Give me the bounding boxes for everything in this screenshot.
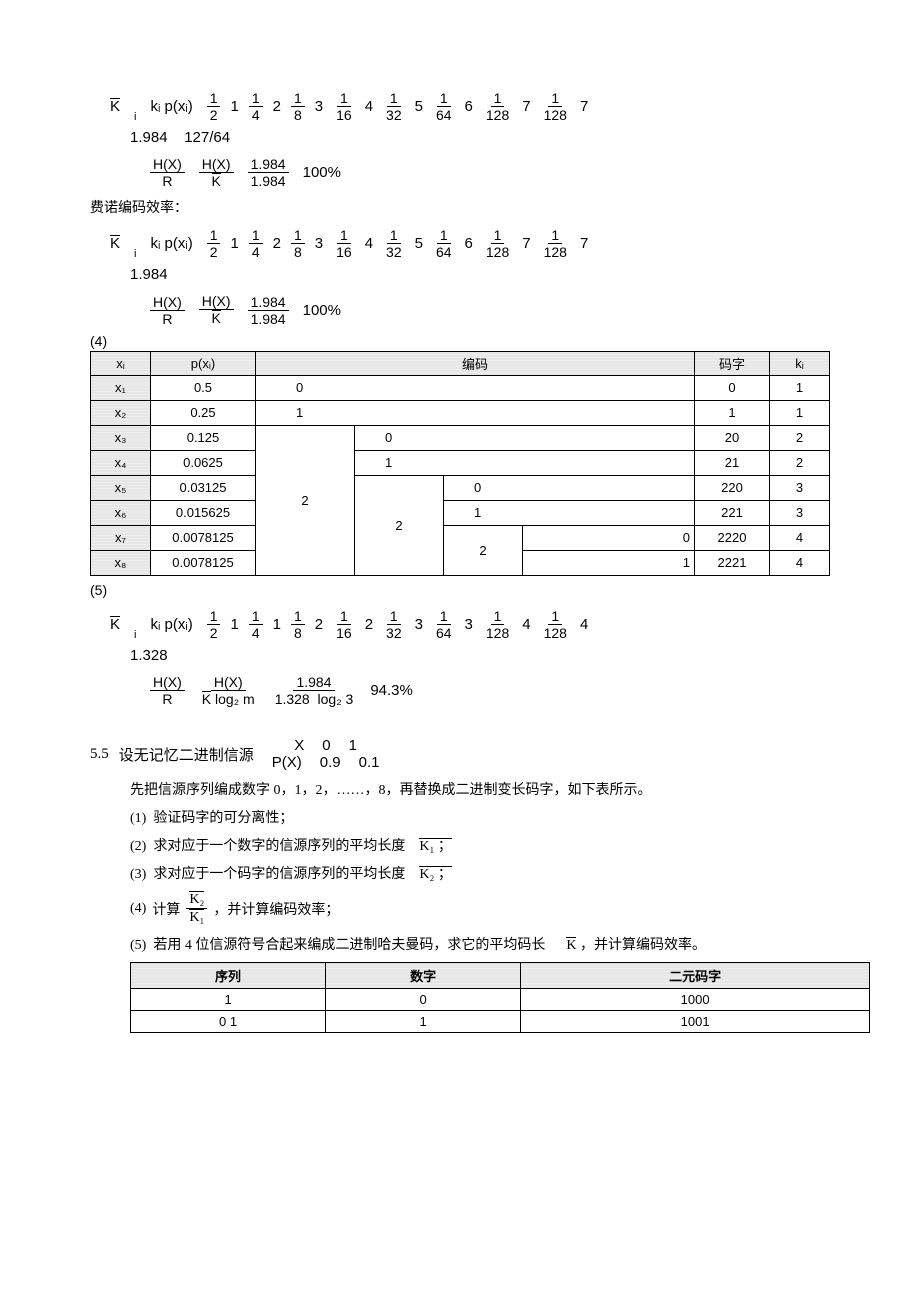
avg-length-eq-2: K i kᵢ p(xᵢ) 121142183116413251646112871… [110, 227, 830, 260]
sub-q-2: (2) 求对应于一个数字的信源序列的平均长度 K₁ ； [130, 835, 830, 855]
q-intro: 先把信源序列编成数字 0，1，2，……，8，再替换成二进制变长码字，如下表所示。 [130, 779, 830, 799]
table-row: x₄ 0.0625 1 21 2 [91, 450, 830, 475]
sub-q-5: (5) 若用 4 位信源符号合起来编成二进制哈夫曼码，求它的平均码长 K ，并计… [130, 934, 830, 954]
fano-label: 费诺编码效率： [90, 197, 830, 217]
table-row: 1 0 1000 [131, 989, 870, 1011]
efficiency-eq-1: H(X)R H(X)K 1.9841.984 100% [150, 156, 830, 189]
section-5-tag: (5) [90, 582, 830, 598]
table-row: 0 1 1 1001 [131, 1011, 870, 1033]
question-5-5: 5.5 设无记忆二进制信源 X01 P(X)0.90.1 先把信源序列编成数字 … [90, 737, 830, 1033]
pct-1: 100% [303, 164, 341, 181]
efficiency-eq-2: H(X)R H(X)K 1.9841.984 100% [150, 293, 830, 326]
sub-q-4: (4) 计算 K₂K₁ ，并计算编码效率； [130, 891, 830, 926]
pct-2: 100% [303, 302, 341, 319]
sub-q-1: (1) 验证码字的可分离性； [130, 807, 830, 827]
result-1: 1.984 [130, 129, 168, 146]
table-row: x₃ 0.125 2 0 20 2 [91, 425, 830, 450]
sum-expr: kᵢ p(xᵢ) [150, 98, 192, 115]
avg-length-eq-3: K i kᵢ p(xᵢ) 121141182116213231643112841… [110, 608, 830, 641]
table-row: x₆ 0.015625 1 221 3 [91, 500, 830, 525]
k-bar: K [110, 98, 120, 116]
code-table-2: 序列 数字 二元码字 1 0 1000 0 1 1 1001 [130, 962, 870, 1033]
pct-3: 94.3% [370, 682, 413, 699]
source-matrix: X01 P(X)0.90.1 [272, 737, 380, 771]
alt-result: 127/64 [184, 129, 230, 146]
terms: 1211421831164132516461128711287 [207, 90, 589, 123]
avg-length-eq-1: K i kᵢ p(xᵢ) 121142183116413251646112871… [110, 90, 830, 123]
coding-table: xᵢ p(xᵢ) 编码 码字 kᵢ x₁ 0.5 0 0 1 x₂ 0.25 1… [90, 351, 830, 576]
table-row: x₁ 0.5 0 0 1 [91, 375, 830, 400]
result-3: 1.328 [130, 647, 168, 664]
efficiency-eq-3: H(X)R H(X)K log₂ m 1.9841.328 log₂ 3 94.… [150, 674, 830, 707]
q-number: 5.5 [90, 746, 109, 763]
table-row: x₇ 0.0078125 2 0 2220 4 [91, 525, 830, 550]
result-2: 1.984 [130, 266, 168, 283]
section-4-tag: (4) [90, 333, 830, 349]
sub-q-3: (3) 求对应于一个码字的信源序列的平均长度 K₂ ； [130, 863, 830, 883]
q-text: 设无记忆二进制信源 [119, 744, 254, 765]
table-row: x₅ 0.03125 2 0 220 3 [91, 475, 830, 500]
table-row: x₂ 0.25 1 1 1 [91, 400, 830, 425]
